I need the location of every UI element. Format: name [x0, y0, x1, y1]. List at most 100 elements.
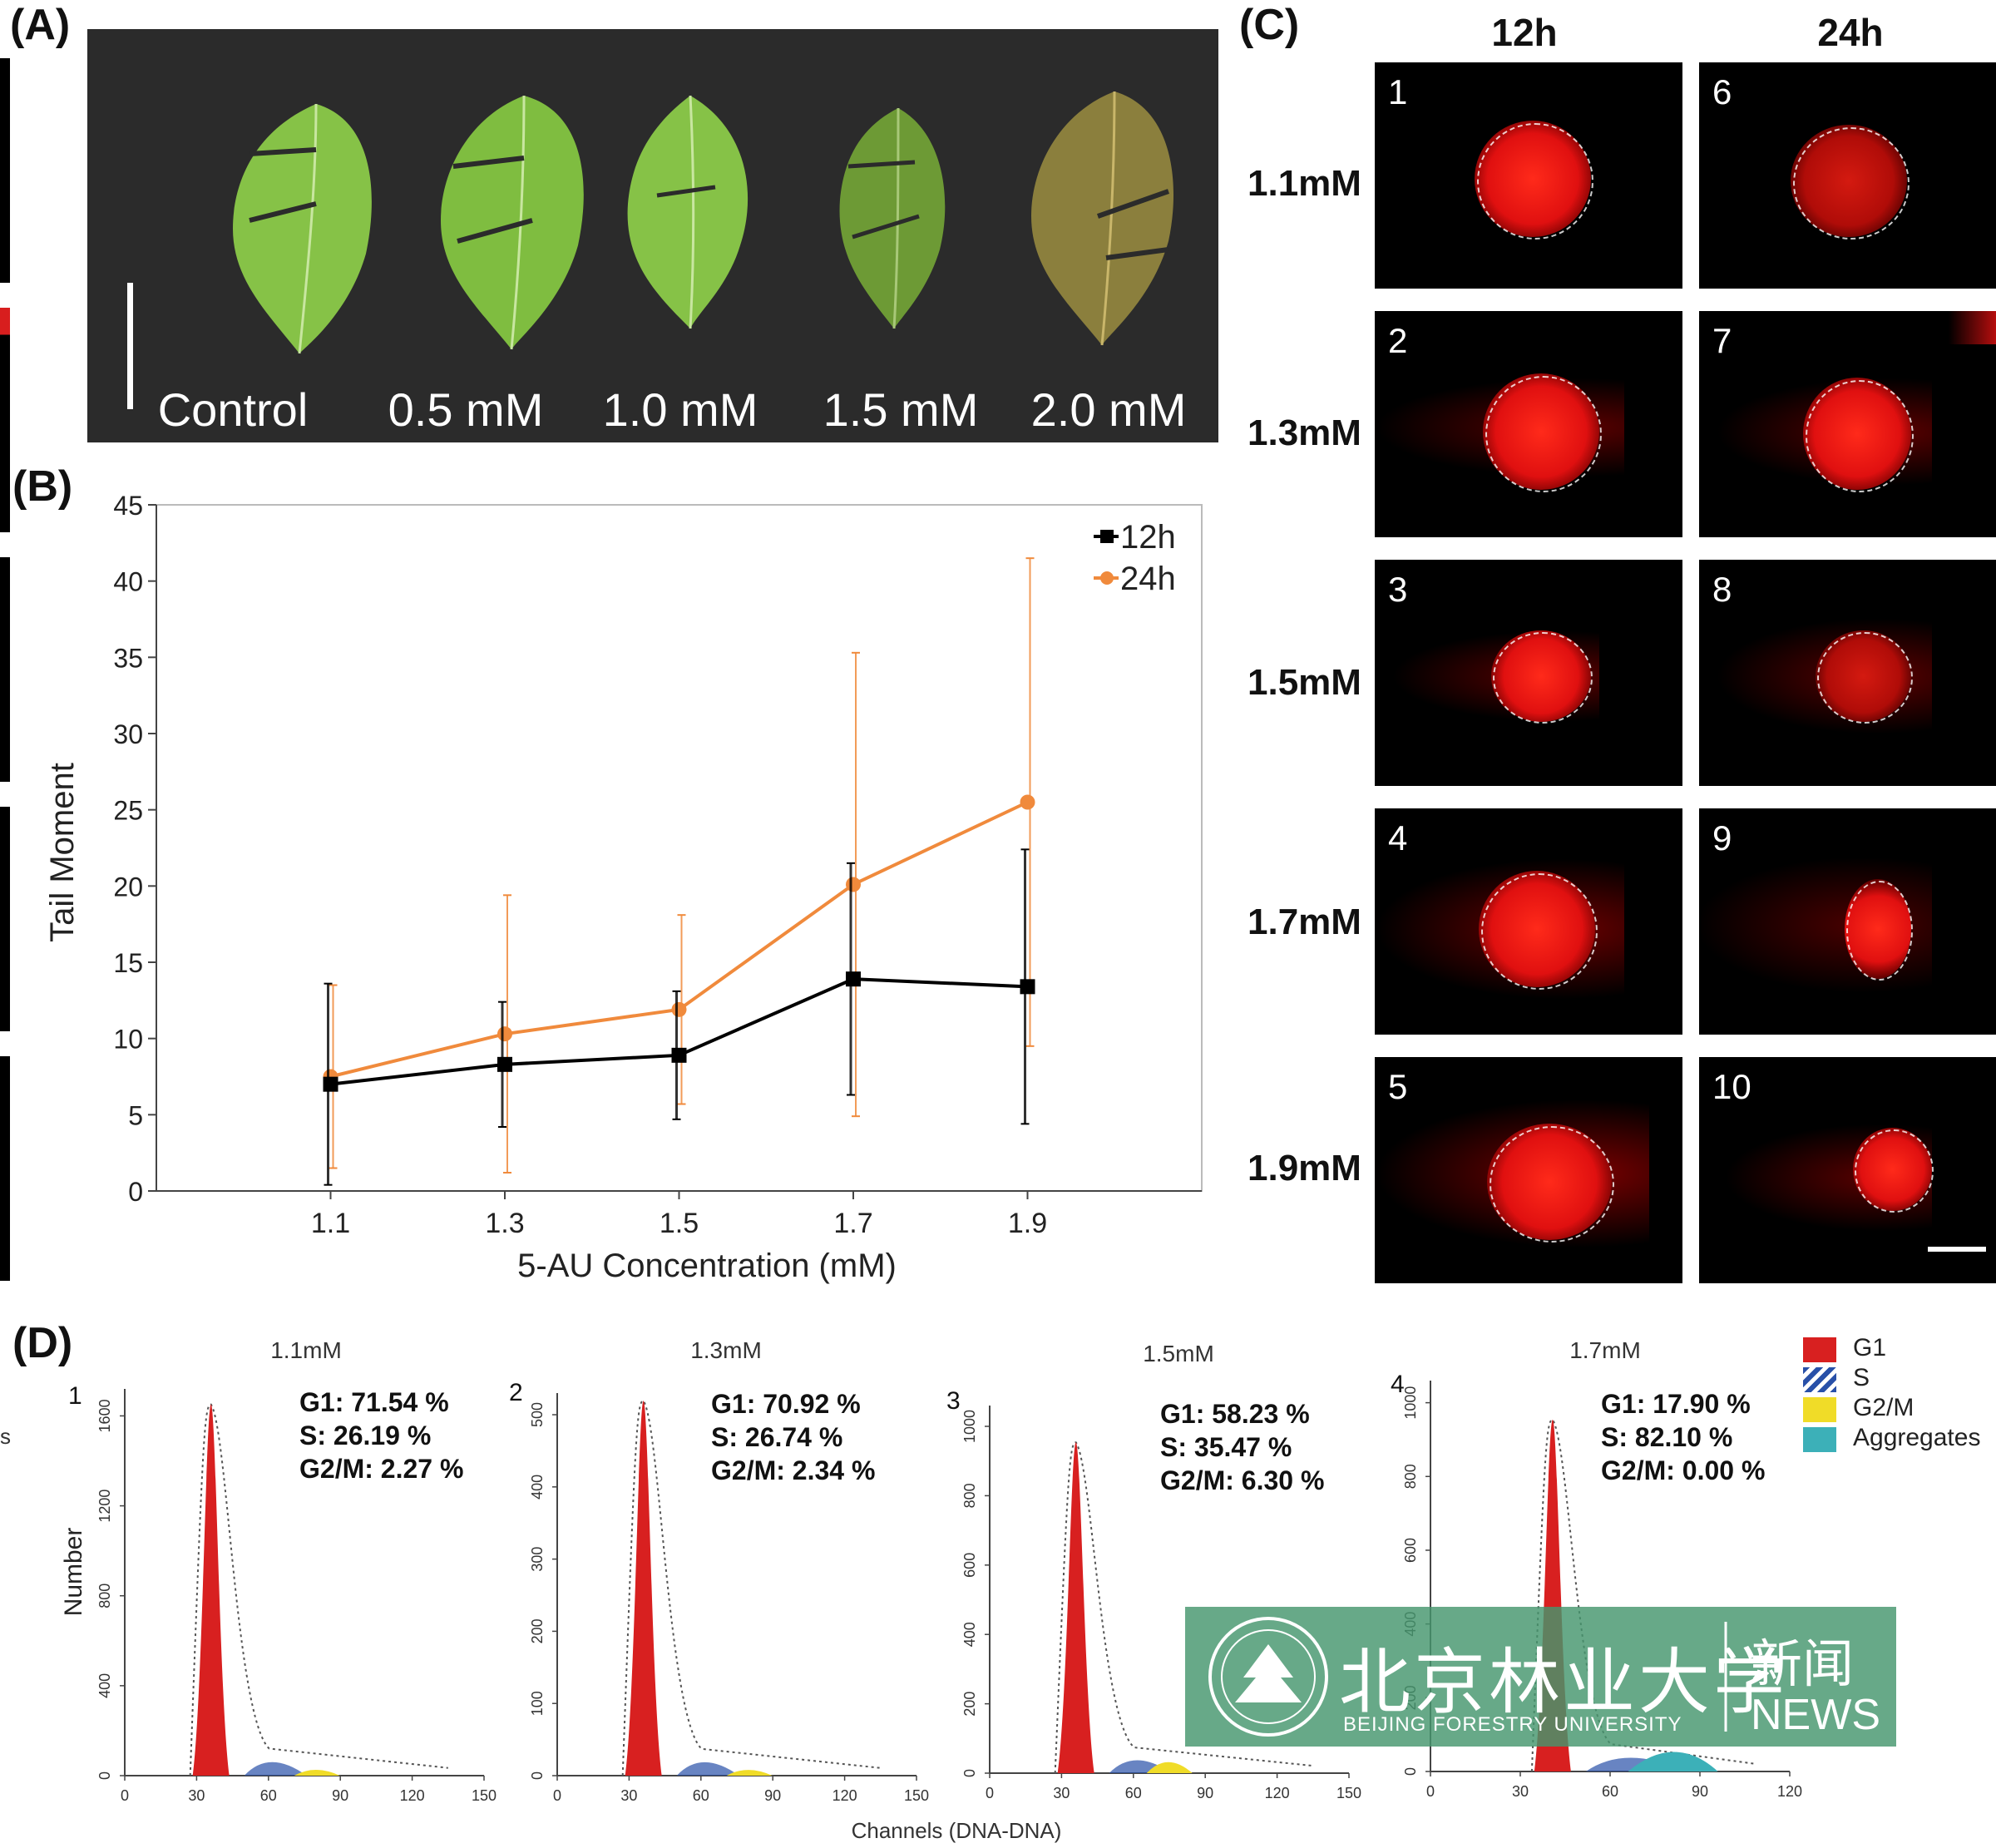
- cropped-tick: s: [0, 1424, 11, 1449]
- stat-g2m: G2/M: 2.34 %: [711, 1455, 876, 1485]
- histogram-title-2: 1.3mM: [690, 1337, 762, 1363]
- panel-a-scale-bar: [127, 283, 133, 409]
- comet-number: 9: [1712, 818, 1732, 857]
- hist-x-tick-label: 150: [904, 1787, 929, 1804]
- row-label-1-1mm: 1.1mM: [1248, 163, 1361, 204]
- tail-moment-chart: 0 5 10 15 20 25 30 35 40 45 1.1 1.3 1.5 1.7 1.9 5-AU C…: [44, 491, 1203, 1284]
- hist-y-tick-label: 600: [1402, 1538, 1419, 1563]
- hist-y-tick-label: 600: [961, 1553, 978, 1578]
- hist-y-tick-label: 0: [1402, 1767, 1419, 1776]
- column-header-12h: 12h: [1491, 11, 1558, 54]
- comet-number: 4: [1388, 818, 1408, 857]
- leaf-1-0mm: [627, 95, 748, 329]
- g1-peak: [625, 1401, 662, 1776]
- histogram-index-2: 2: [509, 1379, 523, 1406]
- comet-image-5: 5: [1375, 1057, 1682, 1283]
- hist-y-tick-label: 800: [961, 1483, 978, 1508]
- panel-c-scale-bar: [1928, 1247, 1986, 1252]
- cropped-strip: [0, 1056, 10, 1281]
- data-point: [671, 1047, 687, 1063]
- histogram-title-3: 1.5mM: [1143, 1341, 1214, 1366]
- s-phase-area: [676, 1762, 739, 1776]
- histogram-x-label: Channels (DNA-DNA): [852, 1818, 1062, 1843]
- y-tick-label: 10: [113, 1025, 143, 1055]
- comet-number: 6: [1712, 72, 1732, 111]
- comet-number: 7: [1712, 321, 1732, 360]
- hist-x-tick-label: 60: [260, 1787, 277, 1804]
- y-tick-label: 40: [113, 567, 143, 597]
- cropped-strip: [0, 308, 10, 532]
- comet-number: 10: [1712, 1067, 1751, 1106]
- hist-x-tick-label: 90: [764, 1787, 781, 1804]
- comet-image-6: 6: [1699, 62, 1996, 289]
- hist-y-tick-label: 100: [529, 1691, 546, 1716]
- hist-y-tick-label: 0: [96, 1771, 113, 1780]
- legend-label-s: S: [1853, 1364, 1870, 1391]
- stat-g1: G1: 71.54 %: [299, 1387, 449, 1417]
- hist-y-tick-label: 300: [529, 1547, 546, 1572]
- x-tick-label: 1.3: [485, 1208, 524, 1239]
- leaf-label-0-5mm: 0.5 mM: [388, 383, 544, 436]
- x-tick-label: 1.7: [833, 1208, 872, 1239]
- legend-label-g1: G1: [1853, 1334, 1887, 1361]
- hist-x-tick-label: 0: [553, 1787, 561, 1804]
- hist-y-tick-label: 800: [1402, 1464, 1419, 1489]
- legend-swatch-g1: [1803, 1337, 1836, 1362]
- data-point: [497, 1026, 512, 1042]
- histogram-index-4: 4: [1391, 1371, 1405, 1398]
- hist-y-tick-label: 0: [961, 1769, 978, 1777]
- s-phase-area: [244, 1762, 307, 1776]
- row-label-1-3mm: 1.3mM: [1248, 413, 1361, 453]
- hist-x-tick-label: 30: [1512, 1783, 1529, 1800]
- watermark-news-en: NEWS: [1751, 1691, 1880, 1739]
- hist-x-tick-label: 60: [1602, 1783, 1618, 1800]
- g2m-area: [726, 1770, 773, 1776]
- hist-x-tick-label: 120: [1777, 1783, 1802, 1800]
- plot-frame: [156, 504, 1203, 1192]
- hist-x-tick-label: 0: [986, 1785, 994, 1801]
- comet-number: 1: [1388, 72, 1408, 111]
- comet-image-7: 7: [1699, 311, 1996, 537]
- fit-curve: [621, 1400, 881, 1776]
- histogram-stats-2: G1: 70.92 % S: 26.74 % G2/M: 2.34 %: [711, 1387, 875, 1487]
- panel-c-letter: (C): [1239, 1, 1300, 49]
- comet-image-2: 2: [1375, 311, 1682, 537]
- hist-x-tick-label: 150: [1336, 1785, 1361, 1801]
- data-point: [846, 971, 861, 987]
- panel-a-letter: (A): [10, 1, 71, 49]
- comet-number: 5: [1388, 1067, 1408, 1106]
- leaf-label-control: Control: [157, 383, 309, 436]
- university-seal-icon: [1208, 1617, 1328, 1737]
- cropped-strip: [0, 557, 10, 782]
- stat-g1: G1: 58.23 %: [1160, 1399, 1310, 1429]
- stat-s: S: 35.47 %: [1160, 1432, 1292, 1462]
- leaf-label-1-5mm: 1.5 mM: [823, 383, 979, 436]
- leaf-photos: [233, 91, 1174, 354]
- data-point: [1020, 979, 1035, 995]
- data-point: [323, 1076, 338, 1092]
- comet-image-9: 9: [1699, 808, 1996, 1035]
- stat-g1: G1: 70.92 %: [711, 1389, 861, 1419]
- watermark-chinese-name: 北京林业大学: [1339, 1641, 1788, 1724]
- g1-peak: [192, 1404, 230, 1776]
- g1-peak: [1057, 1442, 1094, 1773]
- row-label-1-9mm: 1.9mM: [1248, 1148, 1361, 1188]
- data-point: [671, 1001, 687, 1017]
- legend: 12h 24h: [1094, 519, 1176, 597]
- hist-y-tick-label: 400: [96, 1673, 113, 1698]
- hist-x-tick-label: 120: [832, 1787, 857, 1804]
- leaf-label-1-0mm: 1.0 mM: [602, 383, 758, 436]
- histogram-y-label: Number: [60, 1528, 87, 1617]
- legend-marker-12h: [1100, 530, 1114, 543]
- histogram-index-1: 1: [68, 1382, 82, 1410]
- row-label-1-7mm: 1.7mM: [1248, 902, 1361, 942]
- y-axis-label: Tail Moment: [44, 763, 81, 942]
- leaf-0-5mm: [441, 95, 584, 350]
- hist-x-tick-label: 30: [188, 1787, 205, 1804]
- x-axis-label: 5-AU Concentration (mM): [517, 1248, 897, 1284]
- stat-g2m: G2/M: 6.30 %: [1160, 1465, 1325, 1495]
- hist-x-tick-label: 120: [400, 1787, 425, 1804]
- histogram-3: 0 200 400 600 800 1000 0 30 60 90 120 150: [961, 1406, 1361, 1801]
- hist-y-tick-label: 1600: [96, 1399, 113, 1432]
